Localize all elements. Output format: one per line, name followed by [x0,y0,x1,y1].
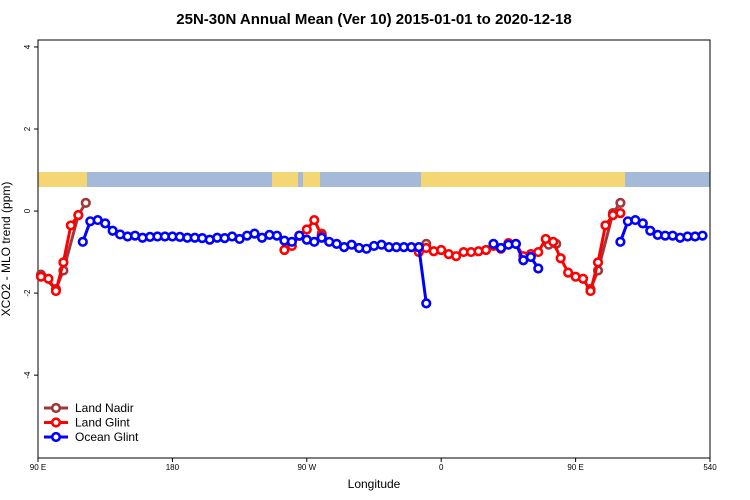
data-point [488,238,499,249]
x-tick-label: 0 [439,463,444,472]
land-segment [38,172,87,187]
legend-marker [50,402,62,414]
land-segment [303,172,320,187]
data-point [480,244,492,256]
x-axis-label: Longitude [348,477,401,491]
y-tick-label: 0 [23,208,32,213]
data-point [107,225,118,236]
data-point [413,242,424,253]
legend-marker [50,417,62,428]
data-point [301,224,312,235]
data-point [43,273,54,284]
y-tick-label: -4 [23,371,32,379]
data-point [77,236,88,247]
data-point [525,251,536,263]
data-point [80,197,91,208]
data-point [50,285,62,297]
data-point [271,230,283,241]
data-point [577,273,589,284]
data-point [436,244,447,256]
data-point [451,251,462,262]
data-point [555,253,566,264]
plot-frame [37,39,711,459]
y-tick-label: -2 [23,289,32,297]
data-point [563,267,574,278]
data-point [697,230,708,241]
data-point [58,257,69,268]
data-point [73,210,84,221]
data-point [600,220,611,231]
x-tick-label: 540 [703,463,717,472]
x-tick-label: 90 E [567,463,583,472]
data-point [645,225,656,236]
series-line [81,218,703,304]
data-point [249,228,260,239]
data-point [637,218,648,229]
data-point [309,236,320,247]
data-point [279,244,290,256]
data-point [585,285,596,297]
data-point [533,246,544,258]
chart-title: 25N-30N Annual Mean (Ver 10) 2015-01-01 … [176,11,571,28]
x-tick-label: 180 [166,463,180,472]
data-point [294,230,305,241]
data-point [510,238,521,249]
data-point [615,197,626,208]
data-point [316,232,327,243]
data-point [309,214,320,226]
land-segment [421,172,625,187]
x-tick-label: 90 E [30,463,46,472]
y-tick-label: 4 [23,44,32,49]
x-tick-label: 90 W [297,463,316,472]
data-point [65,220,76,231]
data-point [286,236,297,247]
data-point [615,208,626,219]
legend-marker [50,431,62,443]
y-tick-label: 2 [23,126,32,131]
y-axis-label: XCO2 - MLO trend (ppm) [0,182,13,317]
data-point [533,263,544,274]
legend-label: Land Glint [75,416,130,430]
legend-label: Ocean Glint [75,430,139,444]
data-point [592,257,604,268]
data-point [615,236,626,247]
land-mask-band [38,172,710,187]
data-point [100,218,111,229]
data-point [548,236,559,247]
land-segment [272,172,298,187]
data-point [421,298,432,309]
legend-label: Land Nadir [75,401,134,415]
